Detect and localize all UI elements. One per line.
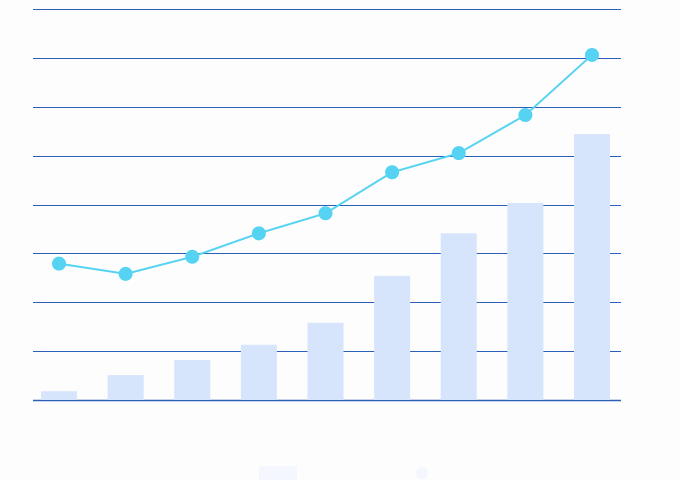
line-point bbox=[585, 47, 599, 62]
legend-line-swatch[interactable] bbox=[416, 467, 428, 479]
line-point bbox=[118, 266, 133, 281]
bar bbox=[174, 359, 211, 400]
bar-series bbox=[41, 134, 610, 400]
bar bbox=[240, 344, 277, 400]
bar bbox=[507, 203, 544, 400]
line-series bbox=[52, 47, 599, 281]
line-point bbox=[318, 206, 333, 221]
line-point bbox=[518, 108, 533, 123]
legend-bar-swatch[interactable] bbox=[259, 466, 297, 480]
line-point bbox=[185, 249, 200, 264]
line-point bbox=[385, 165, 400, 180]
bar bbox=[107, 375, 144, 400]
bar bbox=[574, 134, 610, 400]
legend bbox=[259, 466, 428, 480]
bar bbox=[41, 391, 77, 400]
bar bbox=[307, 322, 344, 400]
line-point bbox=[52, 256, 66, 271]
bar bbox=[374, 275, 411, 400]
bar bbox=[440, 233, 477, 400]
line-point bbox=[451, 146, 466, 161]
gridlines bbox=[33, 9, 621, 402]
line-point bbox=[251, 226, 266, 241]
